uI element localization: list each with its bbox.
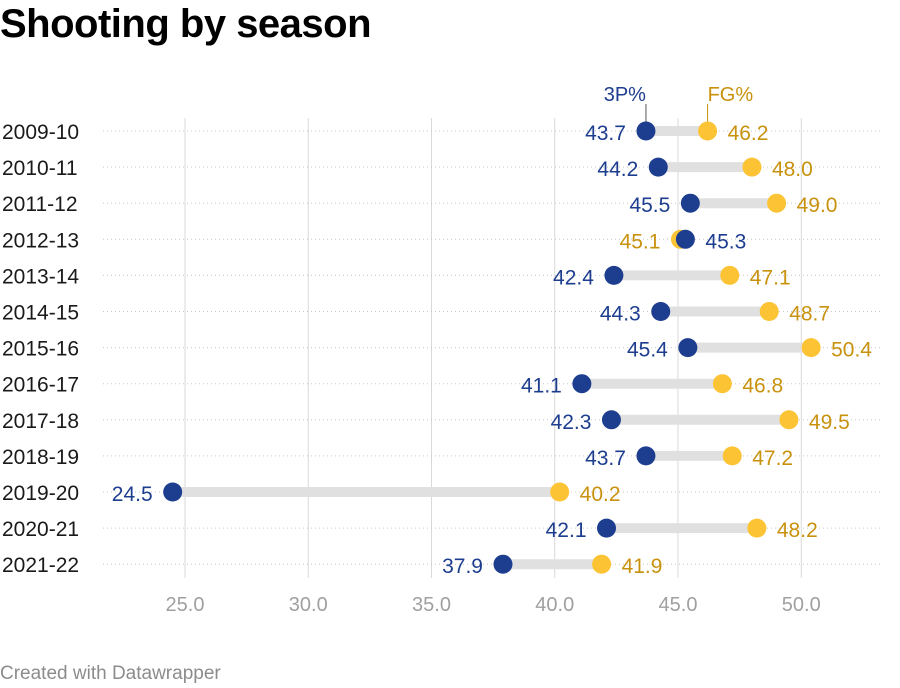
three-pt-dot [493,554,513,574]
category-label: 2017-18 [2,410,79,433]
fg-value-label: 49.0 [797,194,838,217]
x-tick-label: 45.0 [659,594,698,616]
chart-title: Shooting by season [0,2,372,46]
legend-fg-label: FG% [708,84,754,106]
category-label: 2009-10 [2,121,79,144]
category-label: 2015-16 [2,338,79,361]
three-pt-value-label: 45.5 [629,194,670,217]
fg-value-label: 41.9 [622,555,663,578]
three-pt-dot [680,193,700,213]
fg-dot [779,410,799,430]
three-pt-value-label: 42.1 [546,519,587,542]
three-pt-value-label: 37.9 [442,555,483,578]
fg-value-label: 48.7 [789,303,830,326]
three-pt-dot [572,374,592,394]
fg-value-label: 47.2 [752,447,793,470]
three-pt-dot [648,157,668,177]
category-label: 2016-17 [2,374,79,397]
fg-value-label: 50.4 [831,339,872,362]
three-pt-value-label: 43.7 [585,447,626,470]
three-pt-value-label: 43.7 [585,122,626,145]
x-tick-label: 35.0 [412,594,451,616]
three-pt-dot [678,338,698,358]
category-label: 2020-21 [2,518,79,541]
fg-value-label: 48.0 [772,158,813,181]
category-label: 2012-13 [2,229,79,252]
fg-dot [722,446,742,466]
value-labels: 43.7 46.2 44.2 48.0 45.5 49.0 45.1 45.3 42.4 47.1… [112,122,873,578]
fg-dot [712,374,732,394]
three-pt-value-label: 45.4 [627,339,668,362]
connectors [172,126,812,570]
fg-dot [698,121,718,141]
three-pt-value-label: 42.3 [551,411,592,434]
fg-value-label: 49.5 [809,411,850,434]
fg-dot [801,338,821,358]
three-pt-value-label: 45.3 [705,230,746,253]
fg-dot [742,157,762,177]
fg-dot [747,518,767,538]
category-label: 2019-20 [2,482,79,505]
three-pt-dot [651,302,671,321]
category-label: 2013-14 [2,265,79,288]
fg-value-label: 46.8 [742,375,783,398]
footer-credit: Created with Datawrapper [0,663,221,684]
three-pt-dot [675,229,695,249]
three-pt-value-label: 24.5 [112,483,153,506]
category-label: 2011-12 [2,193,78,216]
fg-value-label: 45.1 [620,230,661,253]
x-tick-label: 30.0 [289,594,328,616]
three-pt-value-label: 44.2 [597,158,638,181]
x-tick-label: 40.0 [535,594,574,616]
x-axis-ticks: 25.0 30.0 35.0 40.0 45.0 50.0 [166,594,821,616]
fg-dot [720,265,740,285]
three-pt-dot [636,121,656,141]
fg-dot [759,302,779,321]
fg-dot [767,193,787,213]
category-label: 2014-15 [2,302,79,325]
category-label: 2010-11 [2,157,78,180]
fg-value-label: 40.2 [580,483,621,506]
three-pt-dot [163,482,183,502]
three-pt-dot [604,265,624,285]
x-tick-label: 25.0 [166,594,205,616]
x-tick-label: 50.0 [782,594,821,616]
fg-dot [550,482,570,502]
three-pt-value-label: 41.1 [521,375,562,398]
category-label: 2021-22 [2,554,79,577]
three-pt-value-label: 44.3 [600,303,641,326]
dots [163,121,821,574]
three-pt-value-label: 42.4 [553,266,594,289]
three-pt-dot [601,410,621,430]
fg-value-label: 46.2 [728,122,769,145]
three-pt-dot [597,518,617,538]
category-label: 2018-19 [2,446,79,469]
fg-value-label: 48.2 [777,519,818,542]
legend-3p-label: 3P% [604,84,646,106]
category-labels: 2009-10 2010-11 2011-12 2012-13 2013-14 2014-… [2,121,79,577]
fg-value-label: 47.1 [750,266,791,289]
three-pt-dot [636,446,656,466]
legend: 3P% FG% [604,84,754,122]
fg-dot [592,554,612,574]
